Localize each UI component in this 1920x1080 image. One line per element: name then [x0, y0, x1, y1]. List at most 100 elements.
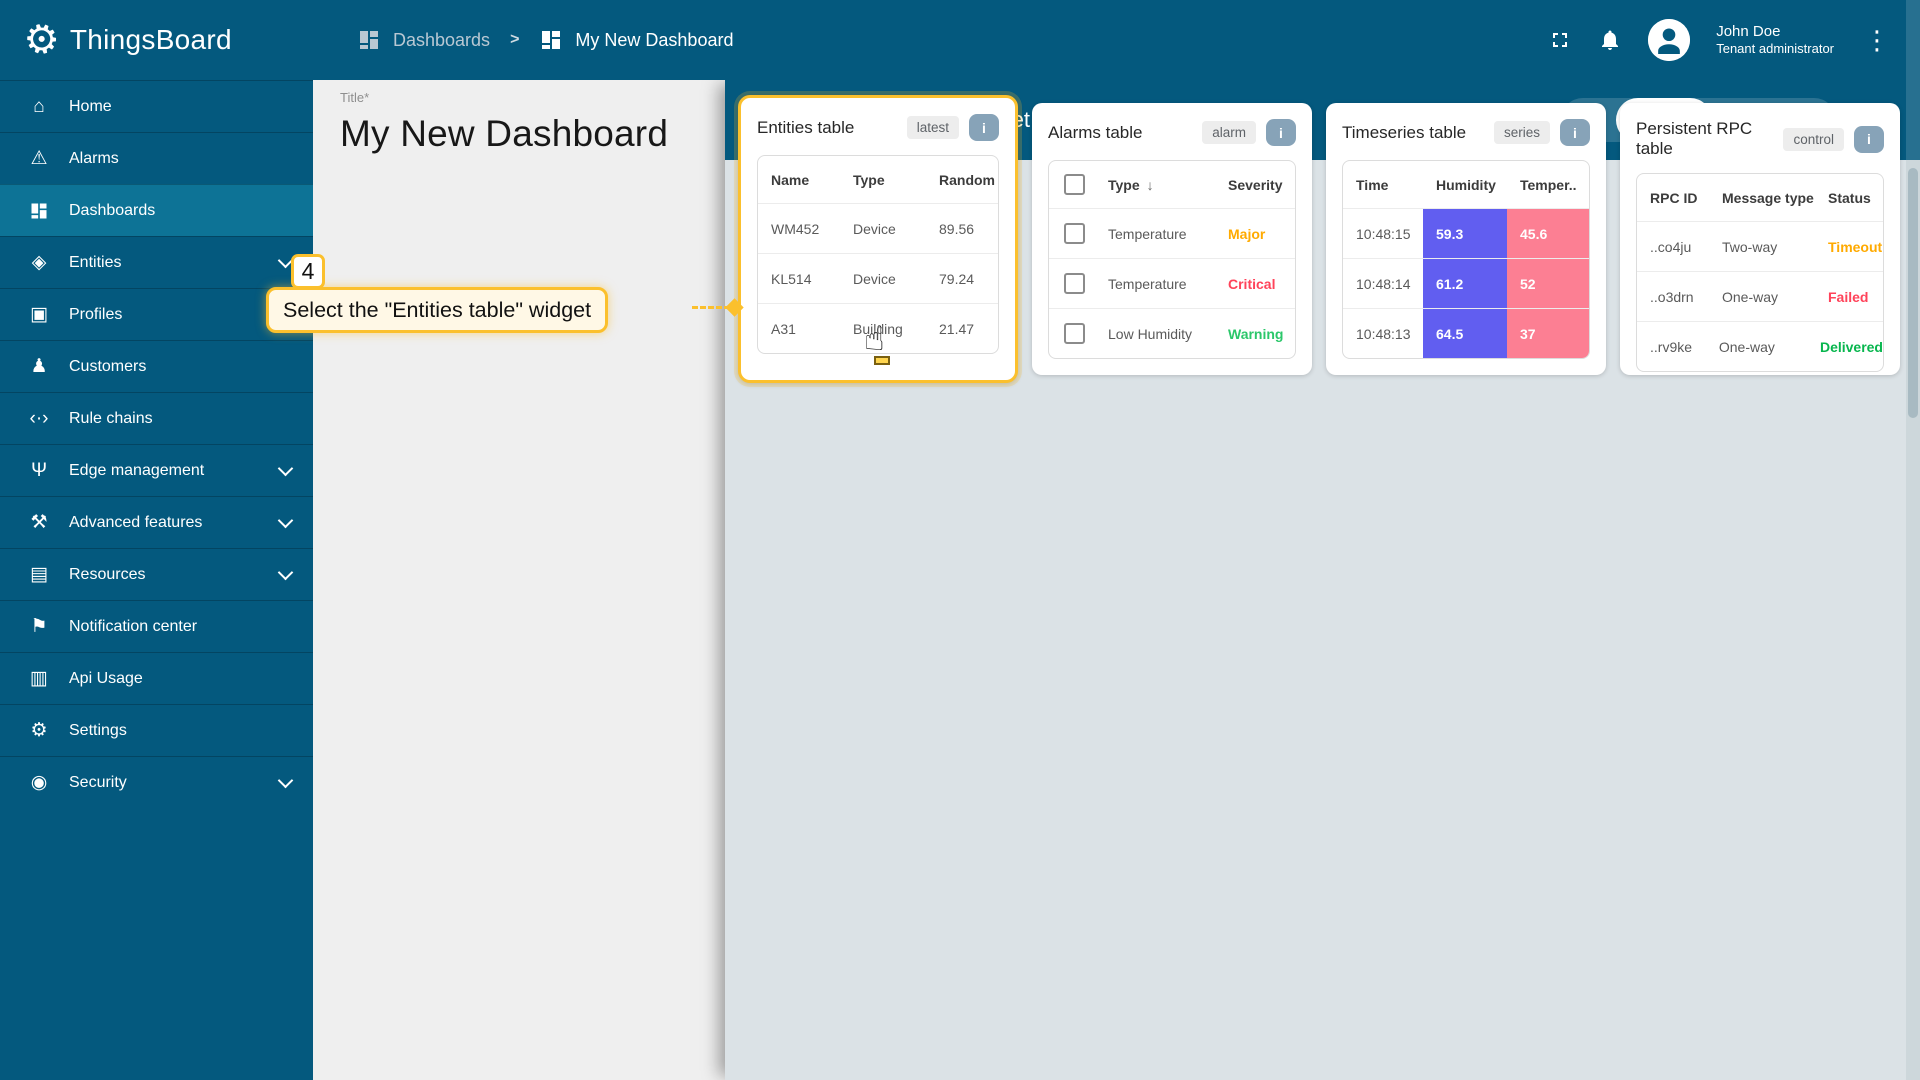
- sidebar-item-home[interactable]: ⌂ Home: [0, 80, 313, 132]
- table-row: Low Humidity Warning: [1049, 308, 1295, 358]
- breadcrumb-current[interactable]: My New Dashboard: [539, 28, 733, 52]
- user-info[interactable]: John Doe Tenant administrator: [1716, 22, 1834, 58]
- chevron-down-icon: [277, 460, 294, 476]
- thingsboard-logo: ⚙ ThingsBoard: [0, 0, 313, 80]
- sidebar-item-resources[interactable]: ▤ Resources: [0, 548, 313, 600]
- sidebar-item-edge-management[interactable]: Ψ Edge management: [0, 444, 313, 496]
- sidebar: ⚙ ThingsBoard ⌂ Home ⚠ Alarms Dashboards ◈ Ent…: [0, 0, 313, 1080]
- sidebar-item-profiles[interactable]: ▣ Profiles: [0, 288, 313, 340]
- tutorial-step-badge: 4: [291, 254, 325, 289]
- widget-preview-table: Type ↓ Severity Temperature Major Temperature…: [1048, 160, 1296, 359]
- sidebar-item-label: Api Usage: [69, 669, 143, 687]
- kebab-menu-icon[interactable]: ⋮: [1864, 25, 1890, 55]
- thingsboard-logo-icon: ⚙: [18, 14, 65, 66]
- tutorial-tooltip: Select the "Entities table" widget: [266, 287, 609, 333]
- scrollbar-thumb[interactable]: [1908, 168, 1918, 418]
- sidebar-item-label: Entities: [69, 253, 122, 271]
- widget-type-badge: control: [1783, 127, 1844, 151]
- sidebar-item-entities[interactable]: ◈ Entities: [0, 236, 313, 288]
- sidebar-item-label: Settings: [69, 721, 127, 739]
- user-role: Tenant administrator: [1716, 41, 1834, 57]
- hand-cursor-band: [874, 356, 890, 365]
- profiles-icon: ▣: [30, 304, 48, 325]
- sidebar-item-advanced-features[interactable]: ⚒ Advanced features: [0, 496, 313, 548]
- sidebar-item-dashboards[interactable]: Dashboards: [0, 184, 313, 236]
- table-header-row: Type ↓ Severity: [1049, 161, 1295, 208]
- sidebar-item-label: Profiles: [69, 305, 123, 323]
- widget-cards: Entities table latest i Name Type Random WM452…: [738, 95, 1900, 383]
- table-row: 10:48:15 59.3 45.6: [1343, 208, 1589, 258]
- dashboard-title-input[interactable]: My New Dashboard: [340, 113, 669, 154]
- widget-preview-table: Time Humidity Temper.. 10:48:15 59.3 45.6 10:4…: [1342, 160, 1590, 359]
- resources-icon: ▤: [30, 564, 48, 585]
- edge-management-icon: Ψ: [31, 460, 47, 481]
- table-row: Temperature Major: [1049, 208, 1295, 258]
- table-header-row: Time Humidity Temper..: [1356, 176, 1577, 193]
- sidebar-item-label: Resources: [69, 565, 146, 583]
- info-icon[interactable]: i: [969, 114, 999, 141]
- sidebar-item-label: Edge management: [69, 461, 205, 479]
- sidebar-item-label: Dashboards: [69, 201, 156, 219]
- checkbox[interactable]: [1064, 174, 1085, 195]
- avatar[interactable]: [1648, 19, 1691, 61]
- topbar: Dashboards > My New Dashboard John Doe T…: [313, 0, 1920, 80]
- widget-select-panel: ← Tables: select widget All Actual Depre…: [725, 80, 1920, 1080]
- notification-center-icon: ⚑: [30, 616, 48, 637]
- sidebar-item-rule-chains[interactable]: ‹·› Rule chains: [0, 392, 313, 444]
- dashboard-preview: Title* My New Dashboard: [313, 80, 725, 1080]
- entities-icon: ◈: [31, 252, 47, 273]
- breadcrumb-dashboards[interactable]: Dashboards: [357, 28, 490, 52]
- sidebar-item-label: Home: [69, 97, 112, 115]
- rule-chains-icon: ‹·›: [29, 408, 49, 429]
- breadcrumb: Dashboards > My New Dashboard: [357, 28, 733, 52]
- brand-name: ThingsBoard: [69, 24, 232, 55]
- widget-type-badge: alarm: [1202, 121, 1256, 144]
- title-field-label: Title*: [340, 90, 370, 105]
- api-usage-icon: ▥: [30, 668, 48, 689]
- widget-card-rpc[interactable]: Persistent RPC table control i RPC ID Messag…: [1620, 103, 1900, 375]
- sidebar-item-label: Alarms: [69, 149, 119, 167]
- widget-card-alarms[interactable]: Alarms table alarm i Type ↓ Severity Temperatu…: [1032, 103, 1312, 375]
- checkbox[interactable]: [1064, 223, 1085, 244]
- settings-icon: ⚙: [30, 720, 48, 741]
- checkbox[interactable]: [1064, 323, 1085, 344]
- fullscreen-icon[interactable]: [1548, 28, 1572, 52]
- table-row: ..co4ju Two-way Timeout: [1637, 221, 1883, 271]
- widget-type-badge: latest: [906, 116, 959, 139]
- widget-card-title: Alarms table: [1048, 122, 1143, 142]
- sort-desc-icon[interactable]: ↓: [1146, 176, 1154, 193]
- info-icon[interactable]: i: [1854, 125, 1884, 153]
- sidebar-item-label: Advanced features: [69, 513, 203, 531]
- sidebar-item-notification-center[interactable]: ⚑ Notification center: [0, 600, 313, 652]
- sidebar-nav: ⌂ Home ⚠ Alarms Dashboards ◈ Entities ▣ Profiles…: [0, 80, 313, 808]
- table-row: 10:48:13 64.5 37: [1343, 308, 1589, 358]
- chevron-down-icon: [277, 772, 294, 788]
- notifications-bell-icon[interactable]: [1598, 28, 1622, 52]
- security-icon: ◉: [30, 772, 48, 793]
- tooltip-connector-line: [692, 306, 730, 309]
- sidebar-item-settings[interactable]: ⚙ Settings: [0, 704, 313, 756]
- scrollbar-track-top: [1906, 0, 1920, 160]
- info-icon[interactable]: i: [1560, 119, 1590, 146]
- info-icon[interactable]: i: [1266, 119, 1296, 146]
- home-icon: ⌂: [33, 96, 45, 117]
- table-row: ..o3drn One-way Failed: [1637, 271, 1883, 321]
- chevron-down-icon: [277, 564, 294, 580]
- widget-card-series[interactable]: Timeseries table series i Time Humidity Tempe…: [1326, 103, 1606, 375]
- sidebar-item-api-usage[interactable]: ▥ Api Usage: [0, 652, 313, 704]
- checkbox[interactable]: [1064, 273, 1085, 294]
- table-row: ..rv9ke One-way Delivered: [1637, 321, 1883, 371]
- widget-card-entities[interactable]: Entities table latest i Name Type Random WM452…: [738, 95, 1018, 383]
- widget-preview-table: RPC ID Message type Status ..co4ju Two-way Ti…: [1636, 173, 1884, 372]
- sidebar-item-security[interactable]: ◉ Security: [0, 756, 313, 808]
- hand-cursor-icon: ☝: [864, 320, 885, 358]
- widget-card-title: Persistent RPC table: [1636, 119, 1753, 158]
- dashboards-icon: [542, 31, 561, 49]
- sidebar-item-alarms[interactable]: ⚠ Alarms: [0, 132, 313, 184]
- chevron-down-icon: [277, 512, 294, 528]
- widget-preview-table: Name Type Random WM452 Device 89.56 KL514 Devic…: [757, 155, 999, 354]
- sidebar-item-customers[interactable]: ♟ Customers: [0, 340, 313, 392]
- widget-card-title: Timeseries table: [1342, 122, 1467, 142]
- sidebar-item-label: Rule chains: [69, 409, 153, 427]
- table-row: A31 Building 21.47: [758, 303, 998, 353]
